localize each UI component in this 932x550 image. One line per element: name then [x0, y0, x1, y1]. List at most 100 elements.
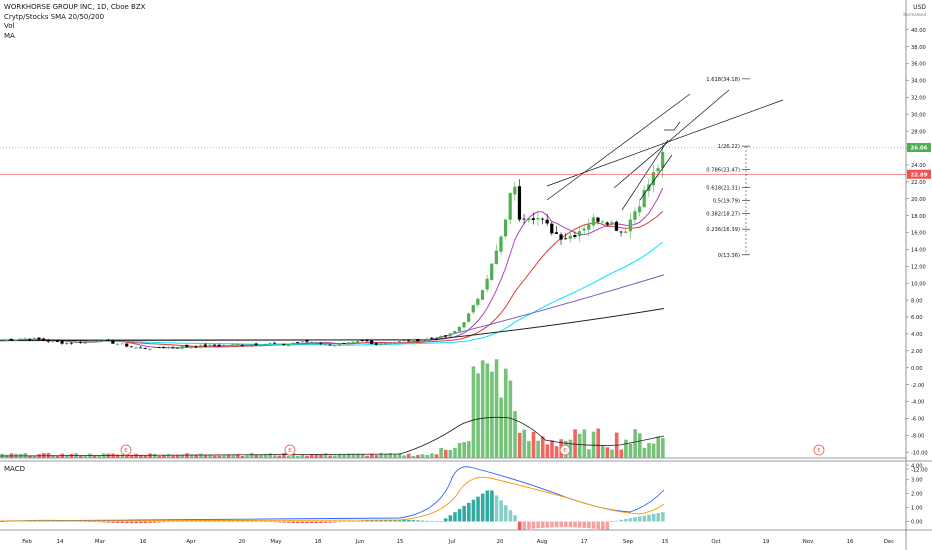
legend-symbol[interactable]: WORKHORSE GROUP INC, 1D, Cboe BZX [4, 3, 146, 11]
time-tick-label: 17 [581, 539, 588, 545]
legend-vol[interactable]: Vol [4, 22, 15, 30]
macd-histogram-bar [439, 521, 443, 522]
volume-bar [314, 454, 319, 458]
time-tick-label: Apr [186, 539, 196, 545]
volume-bar [277, 455, 282, 458]
price-tick-label: 10.00 [911, 281, 926, 287]
candle-body [351, 341, 355, 343]
macd-histogram-bar [185, 520, 189, 522]
candle-body [240, 345, 244, 347]
volume-bar [157, 455, 162, 458]
volume-bar [203, 454, 208, 458]
candle-body [46, 340, 50, 342]
price-tick-label: 34.00 [911, 79, 926, 85]
volume-bar [5, 454, 9, 458]
volume-bar [467, 441, 471, 458]
price-tick-label: 24.00 [911, 163, 926, 169]
macd-histogram-bar [462, 505, 466, 522]
volume-bar [443, 449, 448, 458]
currency-label[interactable]: USD [913, 4, 926, 11]
macd-histogram-bar [0, 521, 4, 522]
candle-body [268, 343, 272, 344]
volume-bar [637, 433, 642, 458]
volume-bar [65, 455, 69, 458]
candle-body [346, 342, 351, 345]
time-tick-label: 15 [662, 539, 669, 545]
fib-level-label: 0.5(19.79) [713, 198, 740, 204]
macd-histogram-bar [162, 521, 166, 523]
volume-bar [503, 368, 508, 458]
volume-bar [291, 453, 296, 458]
macd-histogram-bar [5, 521, 9, 522]
macd-histogram-bar [268, 521, 272, 522]
macd-histogram-bar [559, 521, 564, 528]
candle-body [610, 222, 614, 225]
candle-body [305, 340, 309, 342]
volume-bar [568, 439, 573, 458]
legend-ma[interactable]: MA [4, 31, 15, 40]
volume-bar [374, 455, 379, 458]
volume-bar [485, 363, 490, 458]
time-tick-label: Feb [22, 539, 32, 545]
volume-bar [628, 443, 633, 458]
volume-bar [240, 455, 245, 458]
candle-body [439, 336, 443, 339]
candle-body [430, 337, 434, 339]
macd-tick-label: 0.00 [911, 520, 923, 526]
time-tick-label: Oct [711, 539, 720, 545]
macd-histogram-bar [125, 521, 129, 524]
macd-tick-label: 2.00 [911, 492, 923, 498]
volume-bar [208, 455, 212, 458]
macd-histogram-bar [605, 521, 610, 531]
candle-body [319, 343, 323, 345]
volume-bar [319, 454, 323, 458]
time-tick-label: 16 [847, 539, 854, 545]
macd-label[interactable]: MACD [4, 465, 25, 473]
candle-body [651, 172, 656, 186]
candle-body [605, 222, 609, 225]
candle-body [125, 343, 129, 347]
volume-bar [115, 454, 120, 458]
candle-body [120, 343, 124, 345]
candle-body [32, 338, 36, 340]
candle-body [485, 278, 489, 290]
volume-bar [92, 455, 97, 458]
candle-body [323, 343, 327, 345]
volume-bar [148, 453, 152, 458]
candle-body [9, 338, 13, 341]
macd-histogram-bar [430, 521, 434, 522]
macd-histogram-bar [425, 520, 430, 522]
candle-body [388, 343, 392, 344]
volume-bar [393, 453, 397, 458]
volume-bar [282, 453, 286, 458]
macd-histogram-bar [120, 521, 125, 524]
macd-histogram-bar [111, 521, 115, 523]
volume-bar [263, 454, 268, 458]
macd-histogram-bar [374, 520, 379, 522]
trendline [546, 99, 784, 187]
macd-histogram-bar [309, 521, 314, 524]
macd-histogram-bar [545, 521, 550, 528]
macd-histogram-bar [393, 519, 397, 522]
volume-bar [457, 443, 462, 458]
volume-bar [185, 453, 189, 458]
candle-body [134, 347, 138, 349]
candle-body [596, 217, 600, 222]
candle-body [231, 344, 235, 346]
volume-bar [143, 455, 148, 458]
earnings-marker [813, 444, 825, 456]
macd-histogram-bar [189, 520, 194, 522]
volume-bar [28, 455, 32, 458]
time-tick-label: 20 [497, 539, 504, 545]
volume-bar [462, 442, 466, 458]
legend-sma[interactable]: Crytp/Stocks SMA 20/50/200 [4, 12, 105, 21]
macd-histogram-bar [633, 517, 637, 522]
candle-body [619, 231, 623, 233]
candle-body [166, 347, 170, 348]
volume-bar [231, 455, 235, 458]
fib-level-label: 1.618(34.18) [706, 77, 740, 83]
macd-histogram-bar [240, 520, 245, 522]
macd-histogram-bar [628, 518, 633, 522]
